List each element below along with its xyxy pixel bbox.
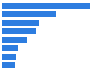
Bar — [2, 11, 56, 17]
Bar — [2, 37, 27, 43]
Bar — [2, 3, 90, 9]
Bar — [2, 45, 18, 51]
Bar — [2, 54, 16, 60]
Bar — [2, 62, 15, 68]
Bar — [2, 28, 36, 34]
Bar — [2, 20, 39, 26]
